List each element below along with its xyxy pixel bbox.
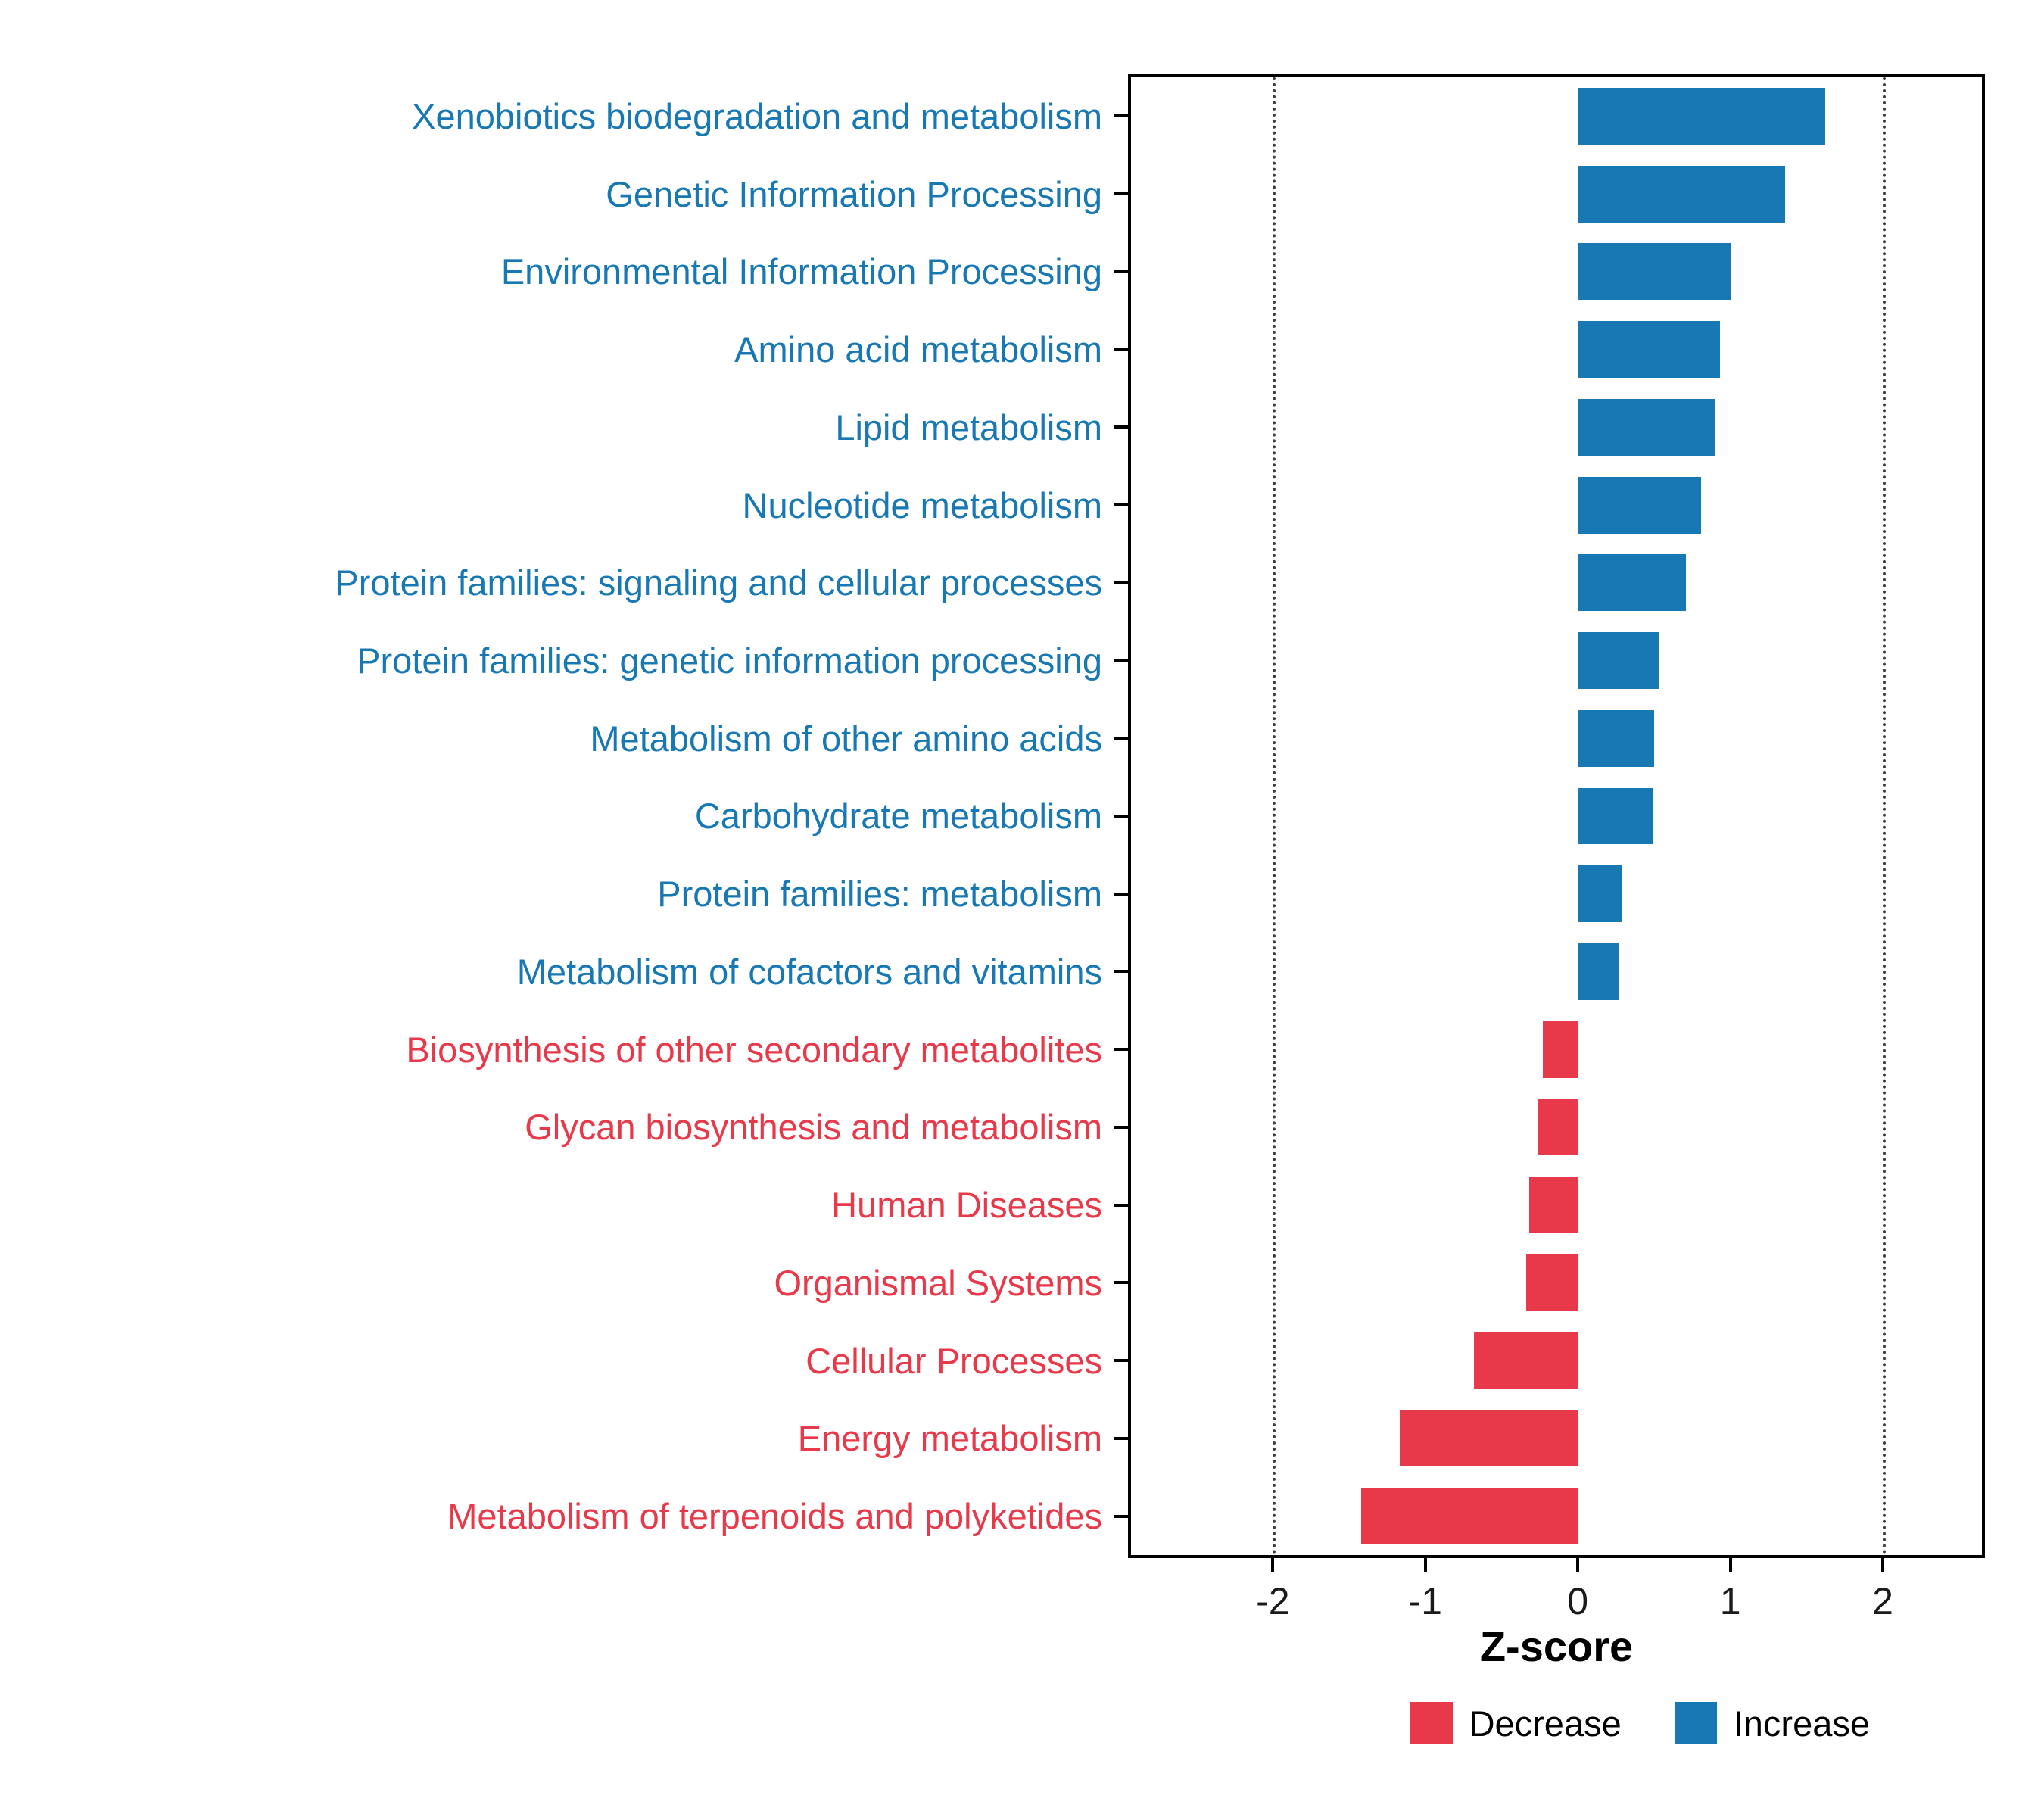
bar-increase — [1578, 709, 1654, 767]
category-label: Glycan biosynthesis and metabolism — [525, 1107, 1102, 1148]
plot-panel — [1128, 74, 1985, 1558]
y-tick — [1114, 1436, 1128, 1440]
category-label: Carbohydrate metabolism — [694, 796, 1102, 837]
y-tick — [1114, 659, 1128, 662]
bar-decrease — [1474, 1332, 1578, 1389]
category-label: Genetic Information Processing — [606, 173, 1102, 214]
bar-increase — [1578, 87, 1825, 145]
bar-decrease — [1542, 1021, 1578, 1078]
x-tick — [1423, 1558, 1427, 1572]
bar-decrease — [1361, 1488, 1578, 1545]
gridline-dotted — [1883, 77, 1887, 1555]
x-tick — [1271, 1558, 1275, 1572]
x-tick — [1881, 1558, 1885, 1572]
category-label: Metabolism of cofactors and vitamins — [516, 951, 1102, 992]
bar-increase — [1578, 554, 1687, 612]
y-tick — [1114, 1359, 1128, 1363]
y-tick — [1114, 737, 1128, 740]
bar-decrease — [1525, 1254, 1578, 1311]
category-label: Metabolism of terpenoids and polyketides — [447, 1496, 1102, 1537]
y-axis-labels: Xenobiotics biodegradation and metabolis… — [0, 77, 1102, 1555]
bar-decrease — [1528, 1177, 1578, 1234]
category-label: Organismal Systems — [774, 1262, 1102, 1303]
y-tick — [1114, 114, 1128, 118]
category-label: Nucleotide metabolism — [742, 485, 1102, 525]
y-tick — [1114, 892, 1128, 896]
y-tick — [1114, 348, 1128, 351]
category-label: Cellular Processes — [805, 1340, 1102, 1381]
y-tick — [1114, 503, 1128, 507]
category-label: Human Diseases — [831, 1185, 1102, 1226]
y-tick — [1114, 1281, 1128, 1285]
x-tick-label: 0 — [1567, 1580, 1589, 1622]
legend: Decrease Increase — [1410, 1702, 1870, 1744]
bar-increase — [1578, 321, 1720, 379]
x-tick-label: 1 — [1719, 1580, 1741, 1622]
y-tick — [1114, 425, 1128, 429]
y-tick — [1114, 970, 1128, 974]
legend-swatch-increase — [1674, 1702, 1717, 1744]
x-tick-label: -2 — [1256, 1580, 1290, 1622]
category-label: Biosynthesis of other secondary metaboli… — [406, 1029, 1102, 1070]
y-tick — [1114, 1048, 1128, 1052]
category-label: Amino acid metabolism — [734, 329, 1102, 370]
category-label: Xenobiotics biodegradation and metabolis… — [412, 95, 1102, 136]
bar-decrease — [1399, 1410, 1578, 1467]
bar-increase — [1578, 398, 1715, 456]
bar-increase — [1578, 476, 1702, 534]
category-label: Lipid metabolism — [835, 407, 1102, 447]
legend-label-decrease: Decrease — [1469, 1703, 1622, 1744]
x-axis: -2 -1 0 1 2 — [1131, 1558, 1982, 1656]
x-tick — [1576, 1558, 1580, 1572]
category-label: Protein families: genetic information pr… — [357, 640, 1102, 681]
x-tick-label: 2 — [1872, 1580, 1893, 1622]
y-tick — [1114, 192, 1128, 196]
category-label: Environmental Information Processing — [500, 251, 1102, 292]
bar-increase — [1578, 165, 1786, 223]
bar-decrease — [1538, 1099, 1578, 1156]
category-label: Protein families: metabolism — [657, 874, 1102, 915]
bar-increase — [1578, 865, 1622, 923]
category-label: Protein families: signaling and cellular… — [335, 563, 1102, 603]
bar-increase — [1578, 943, 1619, 1000]
bar-increase — [1578, 243, 1731, 301]
category-label: Energy metabolism — [797, 1418, 1102, 1459]
y-tick — [1114, 1125, 1128, 1129]
bar-increase — [1578, 632, 1659, 689]
y-axis-ticks — [1114, 77, 1128, 1555]
legend-item-decrease: Decrease — [1410, 1702, 1622, 1744]
x-tick — [1728, 1558, 1732, 1572]
category-label: Metabolism of other amino acids — [590, 718, 1102, 759]
y-tick — [1114, 1514, 1128, 1518]
bar-increase — [1578, 787, 1653, 845]
x-tick-label: -1 — [1408, 1580, 1442, 1622]
legend-label-increase: Increase — [1733, 1703, 1870, 1744]
legend-item-increase: Increase — [1674, 1702, 1870, 1744]
y-tick — [1114, 1203, 1128, 1207]
x-axis-title: Z-score — [1479, 1622, 1634, 1670]
legend-swatch-decrease — [1410, 1702, 1453, 1744]
y-tick — [1114, 815, 1128, 818]
y-tick — [1114, 270, 1128, 273]
y-tick — [1114, 581, 1128, 584]
gridline-dotted — [1273, 77, 1276, 1555]
